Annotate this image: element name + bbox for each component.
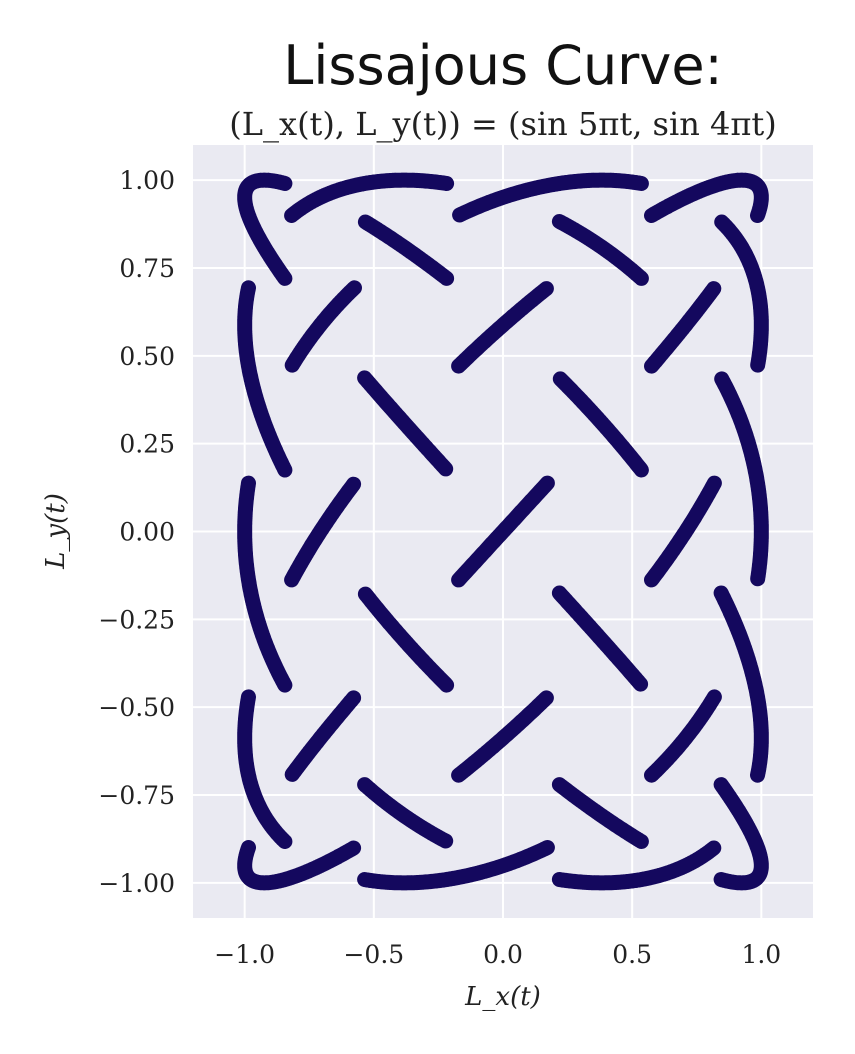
x-tick-label: −0.5 (343, 940, 404, 969)
y-tick-label: 0.50 (119, 342, 175, 371)
chart-subtitle: (L_x(t), L_y(t)) = (sin 5πt, sin 4πt) (229, 105, 776, 143)
y-axis-ticks: 1.00 0.75 0.50 0.25 0.00 −0.25 −0.50 −0.75 −1.00 (98, 166, 175, 898)
y-tick-label: −0.50 (98, 693, 175, 722)
y-axis-label: L_y(t) (41, 493, 71, 570)
x-tick-label: 0.0 (483, 940, 523, 969)
lissajous-series-line (237, 172, 769, 891)
chart-title: Lissajous Curve: (283, 34, 723, 97)
x-tick-label: −1.0 (214, 940, 275, 969)
x-axis-label: L_x(t) (464, 982, 541, 1012)
y-tick-label: −0.25 (98, 605, 175, 634)
y-tick-label: −1.00 (98, 869, 175, 898)
x-tick-label: 1.0 (741, 940, 781, 969)
y-tick-label: −0.75 (98, 781, 175, 810)
x-tick-label: 0.5 (612, 940, 652, 969)
lissajous-curve (237, 172, 769, 891)
y-tick-label: 0.75 (119, 254, 175, 283)
x-axis-ticks: −1.0 −0.5 0.0 0.5 1.0 (214, 940, 781, 969)
y-tick-label: 0.25 (119, 430, 175, 459)
y-tick-label: 1.00 (119, 166, 175, 195)
y-tick-label: 0.00 (119, 518, 175, 547)
